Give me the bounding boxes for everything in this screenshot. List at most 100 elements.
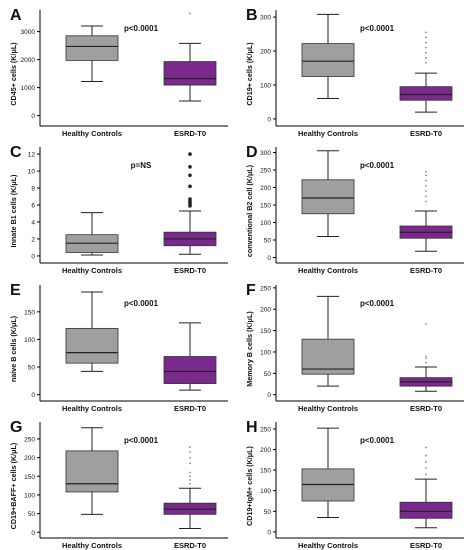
iqr-box (301, 338, 355, 375)
outlier-point (425, 446, 427, 449)
outlier-point (425, 361, 427, 364)
p-value-annotation: p<0.0001 (360, 161, 395, 170)
y-tick-label: 50 (264, 238, 272, 245)
y-tick-label: 200 (24, 455, 35, 462)
box-esrd-t0 (399, 170, 453, 252)
x-category-label: Healthy Controls (62, 541, 122, 550)
y-tick-label: 50 (264, 509, 272, 516)
outlier-point (425, 36, 427, 39)
x-category-label: Healthy Controls (298, 404, 358, 413)
y-tick-label: 1000 (21, 85, 36, 92)
outlier-point (425, 357, 427, 360)
y-tick-label: 12 (28, 152, 36, 159)
outlier-point (425, 41, 427, 44)
outlier-point (189, 479, 191, 481)
y-tick-label: 50 (28, 511, 36, 518)
p-value-annotation: p<0.0001 (360, 436, 395, 445)
p-value-annotation: p=NS (131, 161, 152, 170)
panel-letter: D (246, 144, 258, 161)
box-esrd-t0 (163, 152, 217, 255)
y-tick-label: 100 (260, 349, 271, 356)
p-value-annotation: p<0.0001 (360, 299, 395, 308)
outlier-point (425, 323, 427, 326)
iqr-box (65, 450, 119, 493)
y-tick-label: 100 (260, 488, 271, 495)
box-healthy-controls (65, 212, 119, 256)
y-tick-label: 150 (260, 468, 271, 475)
y-tick-label: 4 (31, 219, 35, 226)
x-category-label: ESRD-T0 (410, 404, 442, 413)
y-tick-label: 100 (24, 337, 35, 344)
panel-letter: A (10, 7, 22, 24)
y-tick-label: 0 (267, 255, 271, 262)
outlier-point (189, 462, 191, 465)
x-category-label: ESRD-T0 (410, 266, 442, 275)
x-category-label: Healthy Controls (298, 541, 358, 550)
p-value-annotation: p<0.0001 (124, 24, 159, 33)
panel-G: G CD19+BAFF+ cells (K/μL) 0 50 100 150 200 250 p… (9, 419, 228, 550)
panel-A: A CD45+ cells (K/μL) 0 1000 2000 3000 p<0.0001… (9, 7, 228, 138)
y-tick-label: 200 (260, 307, 271, 314)
outlier-point (425, 170, 427, 173)
y-tick-label: 0 (31, 392, 35, 399)
p-value-annotation: p<0.0001 (360, 24, 395, 33)
y-axis-label: CD19+BAFF+ cells (K/μL) (9, 442, 18, 529)
x-category-label: ESRD-T0 (174, 541, 206, 550)
x-category-label: ESRD-T0 (174, 129, 206, 138)
panel-letter: E (10, 282, 21, 299)
outlier-point (188, 165, 192, 169)
box-healthy-controls (301, 13, 355, 100)
y-tick-label: 100 (260, 82, 271, 89)
iqr-box (65, 327, 119, 364)
box-healthy-controls (301, 295, 355, 387)
outlier-point (425, 46, 427, 49)
y-axis-label: naive B cells (K/μL) (9, 315, 18, 382)
y-tick-label: 150 (24, 474, 35, 481)
y-tick-label: 250 (260, 426, 271, 433)
panel-letter: F (246, 282, 256, 299)
panel-B: B CD19+ cells (K/μL) 0 100 200 300 p<0.0001 Hea… (245, 7, 464, 138)
panel-letter: H (246, 419, 258, 436)
y-axis-label: Innate B1 cells (K/μL) (9, 174, 18, 248)
y-tick-label: 300 (260, 150, 271, 157)
outlier-point (425, 195, 427, 198)
y-tick-label: 0 (267, 116, 271, 123)
box-esrd-t0 (163, 12, 217, 102)
outlier-point (188, 184, 192, 189)
y-tick-label: 3000 (21, 29, 36, 36)
x-category-label: ESRD-T0 (174, 404, 206, 413)
p-value-annotation: p<0.0001 (124, 299, 159, 308)
iqr-box (163, 356, 217, 384)
box-esrd-t0 (399, 446, 453, 529)
y-tick-label: 2000 (21, 57, 36, 64)
outlier-point (188, 173, 192, 178)
box-esrd-t0 (399, 323, 453, 392)
panel-H: H CD19+IgM+ cells (K/μL) 0 50 100 150 200 250 p<… (245, 419, 464, 550)
box-esrd-t0 (399, 31, 453, 113)
x-category-label: ESRD-T0 (410, 129, 442, 138)
x-category-label: Healthy Controls (298, 266, 358, 275)
outlier-point (189, 446, 191, 449)
iqr-box (163, 61, 217, 86)
y-tick-label: 50 (28, 365, 36, 372)
x-category-label: Healthy Controls (298, 129, 358, 138)
panel-letter: B (246, 7, 258, 24)
y-tick-label: 250 (260, 285, 271, 292)
y-tick-label: 50 (264, 371, 272, 378)
panel-C: C Innate B1 cells (K/μL) 0 2 4 6 8 10 12 p=NS Heal… (9, 144, 228, 275)
outlier-point (425, 184, 427, 187)
outlier-point (425, 62, 427, 64)
y-tick-label: 0 (31, 113, 35, 120)
x-category-label: Healthy Controls (62, 266, 122, 275)
outlier-point (425, 473, 427, 476)
box-healthy-controls (301, 427, 355, 518)
y-tick-label: 0 (31, 530, 35, 537)
iqr-box (301, 179, 355, 215)
outlier-point (425, 460, 427, 463)
outlier-point (425, 56, 427, 59)
outlier-point (189, 456, 191, 459)
y-tick-label: 8 (31, 186, 35, 193)
box-healthy-controls (65, 291, 119, 372)
x-category-label: Healthy Controls (62, 129, 122, 138)
